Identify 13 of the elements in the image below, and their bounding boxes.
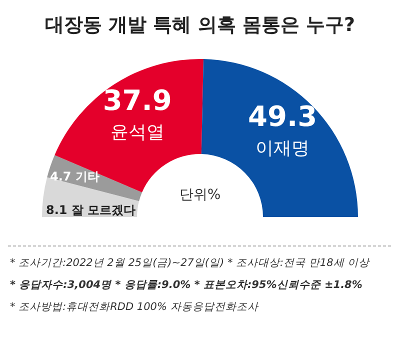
slice-label: 잘 모르겠다: [71, 202, 136, 217]
chart-title: 대장동 개발 특혜 의혹 몸통은 누구?: [44, 14, 356, 36]
data-label: 8.1: [46, 202, 68, 217]
slice-label: 이재명: [256, 138, 310, 160]
text: 단위%: [179, 187, 221, 203]
data-label: 49.3: [248, 100, 318, 134]
slice-label: 기타: [75, 170, 100, 184]
text: * 조사기간:2022년 2월 25일(금)~27일(일) * 조사대상:전국 만18세 이상: [10, 257, 371, 269]
slice-label: 윤석열: [110, 122, 164, 143]
text: * 응답자수:3,004명 * 응답률:9.0% * 표본오차:95%신뢰수준 ±1.8%: [10, 279, 362, 291]
data-label: 4.7: [50, 170, 72, 184]
text: * 조사방법:휴대전화RDD 100% 자동응답전화조사: [10, 301, 260, 313]
data-label: 37.9: [102, 84, 172, 117]
